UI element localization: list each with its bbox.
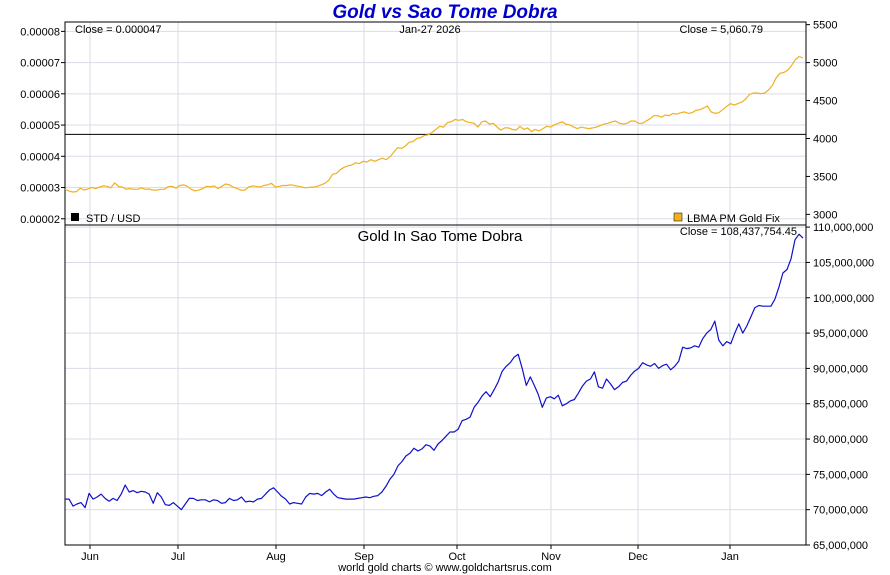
top-right-axis-tick-label: 5000 — [813, 58, 837, 70]
top-right-axis-tick-label: 3500 — [813, 171, 837, 183]
left-axis-tick-label: 0.00002 — [20, 214, 60, 226]
left-axis-tick-label: 0.00008 — [20, 26, 60, 38]
top-right-axis-tick-label: 5500 — [813, 20, 837, 32]
bottom-right-axis-tick-label: 95,000,000 — [813, 328, 868, 340]
bottom-right-axis-tick-label: 75,000,000 — [813, 469, 868, 481]
bottom-right-axis-tick-label: 65,000,000 — [813, 540, 868, 552]
bottom-right-axis-tick-label: 105,000,000 — [813, 257, 874, 269]
x-tick-label: Jan — [721, 551, 739, 563]
x-tick-label: Nov — [541, 551, 561, 563]
x-tick-label: Jul — [171, 551, 185, 563]
bottom-right-axis-tick-label: 80,000,000 — [813, 434, 868, 446]
bottom-right-axis-tick-label: 110,000,000 — [813, 222, 873, 234]
top-right-axis-tick-label: 4500 — [813, 96, 837, 108]
top-panel-frame — [64, 21, 807, 226]
bottom-right-axis-tick-label: 85,000,000 — [813, 399, 868, 411]
top-right-axis-tick-label: 4000 — [813, 133, 837, 145]
gold-in-dobra-series-line — [65, 233, 804, 511]
top-panel-grid — [65, 22, 806, 225]
bottom-panel-grid — [65, 225, 806, 546]
date-label: Jan-27 2026 — [399, 24, 460, 36]
x-tick-label: Jun — [81, 551, 99, 563]
legend-std-usd-label: STD / USD — [86, 213, 140, 225]
x-tick-label: Sep — [354, 551, 374, 563]
left-axis-tick-label: 0.00005 — [20, 120, 60, 132]
top-right-close-label: Close = 5,060.79 — [680, 24, 763, 36]
bottom-right-axis-tick-label: 90,000,000 — [813, 363, 868, 375]
bottom-panel-frame — [64, 224, 807, 546]
x-tick-label: Oct — [448, 551, 465, 563]
bottom-panel-title: Gold In Sao Tome Dobra — [358, 228, 523, 245]
x-tick-label: Aug — [266, 551, 286, 563]
bottom-close-label: Close = 108,437,754.45 — [680, 226, 797, 238]
legend-gold-fix-label: LBMA PM Gold Fix — [687, 213, 780, 225]
top-right-axis-tick-label: 3000 — [813, 209, 837, 221]
legend-gold-fix-swatch — [673, 212, 683, 222]
bottom-right-axis-tick-label: 100,000,000 — [813, 293, 874, 305]
left-axis-tick-label: 0.00007 — [20, 58, 60, 70]
top-left-close-label: Close = 0.000047 — [75, 24, 162, 36]
gold-fix-series-line — [64, 55, 804, 193]
left-axis-tick-label: 0.00004 — [20, 151, 60, 163]
footer-credit: world gold charts © www.goldchartsrus.co… — [338, 562, 552, 574]
bottom-right-axis-tick-label: 70,000,000 — [813, 505, 868, 517]
left-axis-tick-label: 0.00006 — [20, 89, 60, 101]
chart-title: Gold vs Sao Tome Dobra — [332, 2, 558, 23]
x-tick-label: Dec — [628, 551, 648, 563]
left-axis-tick-label: 0.00003 — [20, 183, 60, 195]
legend-std-usd-swatch — [71, 213, 79, 221]
